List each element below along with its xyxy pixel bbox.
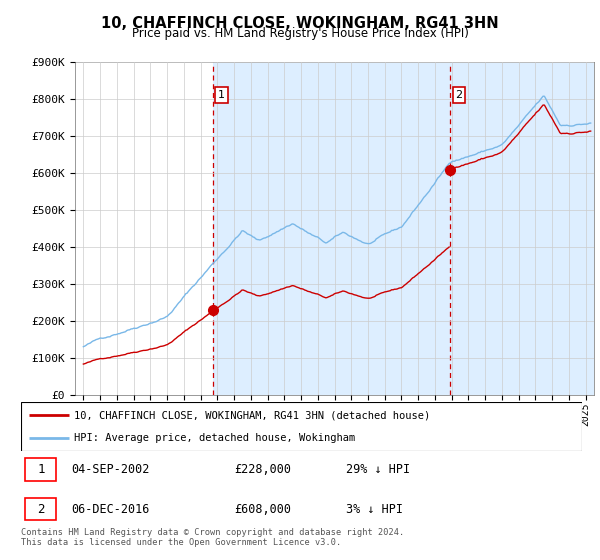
Text: 06-DEC-2016: 06-DEC-2016 [71,502,150,516]
FancyBboxPatch shape [21,402,582,451]
Text: 10, CHAFFINCH CLOSE, WOKINGHAM, RG41 3HN (detached house): 10, CHAFFINCH CLOSE, WOKINGHAM, RG41 3HN… [74,410,431,421]
Text: HPI: Average price, detached house, Wokingham: HPI: Average price, detached house, Woki… [74,433,356,444]
Bar [213,62,600,395]
Text: 10, CHAFFINCH CLOSE, WOKINGHAM, RG41 3HN: 10, CHAFFINCH CLOSE, WOKINGHAM, RG41 3HN [101,16,499,31]
Text: 29% ↓ HPI: 29% ↓ HPI [346,463,410,476]
FancyBboxPatch shape [25,458,56,480]
Text: Contains HM Land Registry data © Crown copyright and database right 2024.
This d: Contains HM Land Registry data © Crown c… [21,528,404,548]
Text: 2: 2 [37,502,44,516]
Text: 1: 1 [218,90,225,100]
Text: £608,000: £608,000 [234,502,291,516]
Text: 2: 2 [455,90,463,100]
Text: 3% ↓ HPI: 3% ↓ HPI [346,502,403,516]
Text: 04-SEP-2002: 04-SEP-2002 [71,463,150,476]
FancyBboxPatch shape [25,498,56,520]
Text: £228,000: £228,000 [234,463,291,476]
Text: Price paid vs. HM Land Registry's House Price Index (HPI): Price paid vs. HM Land Registry's House … [131,27,469,40]
Text: 1: 1 [37,463,44,476]
